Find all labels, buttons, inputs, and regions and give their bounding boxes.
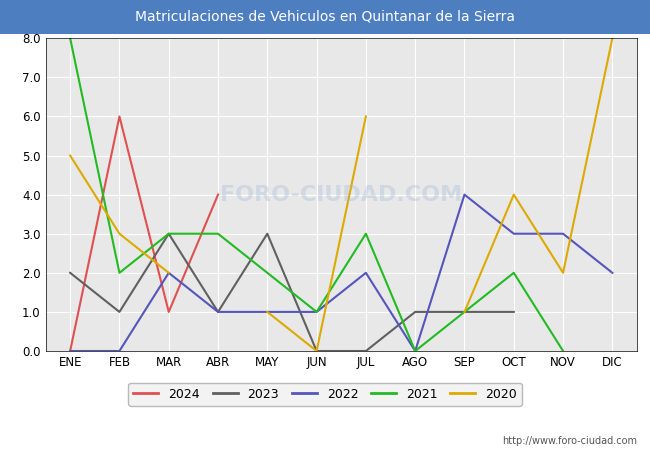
Text: FORO-CIUDAD.COM: FORO-CIUDAD.COM xyxy=(220,184,462,205)
Legend: 2024, 2023, 2022, 2021, 2020: 2024, 2023, 2022, 2021, 2020 xyxy=(129,382,521,405)
Text: Matriculaciones de Vehiculos en Quintanar de la Sierra: Matriculaciones de Vehiculos en Quintana… xyxy=(135,10,515,24)
Text: http://www.foro-ciudad.com: http://www.foro-ciudad.com xyxy=(502,436,637,446)
